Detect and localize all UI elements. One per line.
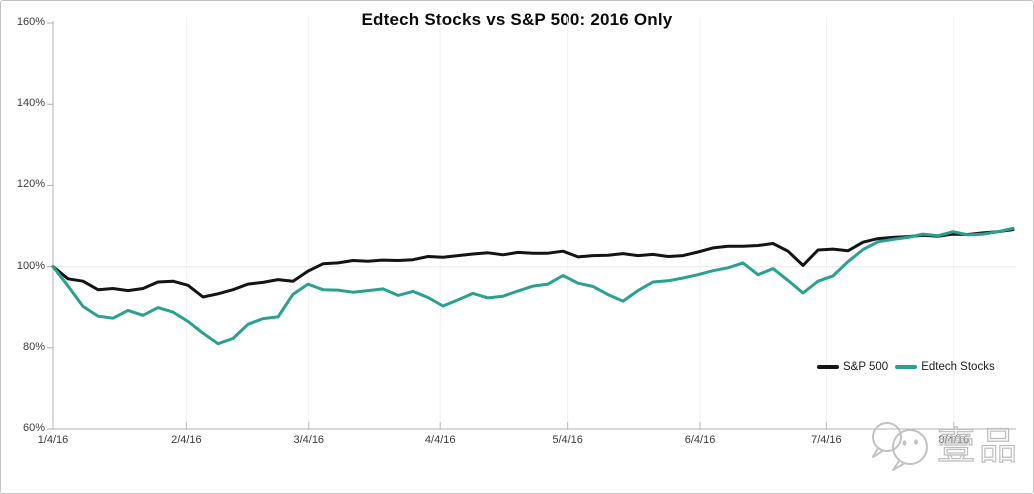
edtech-line xyxy=(51,226,1015,346)
x-axis-label: 4/4/16 xyxy=(424,434,456,446)
x-axis-label: 8/4/16 xyxy=(938,434,970,446)
y-axis-label: 80% xyxy=(22,340,45,353)
legend-label-edtech: Edtech Stocks xyxy=(921,361,995,373)
x-axis-label: 5/4/16 xyxy=(552,434,583,446)
y-axis-label: 140% xyxy=(16,97,45,110)
x-axis-label: 3/4/16 xyxy=(293,434,325,446)
legend-swatch-sp500 xyxy=(817,365,839,369)
legend: S&P 500 Edtech Stocks xyxy=(817,361,995,373)
x-axis-label: 6/4/16 xyxy=(684,434,716,446)
x-axis-label: 1/4/16 xyxy=(37,434,69,446)
chart-title: Edtech Stocks vs S&P 500: 2016 Only xyxy=(361,10,673,29)
legend-label-sp500: S&P 500 xyxy=(843,361,889,373)
sp500-line xyxy=(51,228,1015,299)
y-axis-label: 100% xyxy=(16,259,45,272)
x-axis-label: 2/4/16 xyxy=(171,434,202,446)
y-axis-label: 160% xyxy=(16,16,45,28)
y-axis-label: 60% xyxy=(22,422,45,434)
x-axis-label: 7/4/16 xyxy=(811,434,842,446)
legend-swatch-edtech xyxy=(895,365,918,369)
y-axis-label: 120% xyxy=(16,178,45,191)
